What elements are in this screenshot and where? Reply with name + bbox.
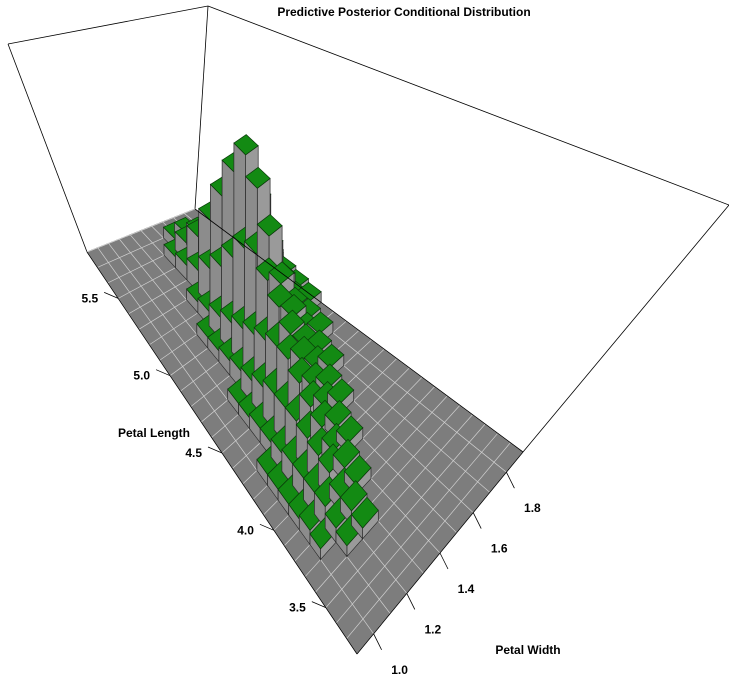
box-edge [7, 43, 88, 253]
x-tick [406, 593, 416, 610]
y-tick-label: 4.5 [185, 446, 202, 460]
x-tick [373, 633, 382, 650]
bar-top [340, 480, 368, 512]
y-tick-label: 4.0 [237, 523, 254, 537]
floor-grid-line [325, 423, 486, 608]
box-edge [522, 204, 729, 453]
floor-grid-line [315, 414, 473, 593]
axis-ticks: 3.5 4.0 4.5 5.0 5.5 1.0 1.2 1.4 1.6 1.8 [82, 291, 542, 676]
bars-group [162, 134, 379, 561]
x-tick [472, 512, 482, 529]
floor-grid-line [346, 442, 511, 639]
bar-top [344, 454, 372, 485]
bar [351, 496, 379, 540]
x-tick [506, 472, 515, 489]
x-tick-label: 1.6 [491, 542, 508, 556]
y-tick [155, 369, 171, 377]
bar-top [280, 294, 307, 318]
x-tick-label: 1.0 [391, 663, 408, 677]
y-tick [259, 523, 275, 531]
y-tick-label: 5.5 [82, 291, 99, 305]
box-edge [7, 5, 209, 45]
bar-top [336, 415, 364, 444]
y-tick [103, 292, 119, 299]
bar-top [245, 166, 271, 189]
x-tick-label: 1.2 [424, 622, 441, 636]
x-axis-label: Petal Width [495, 643, 560, 657]
bar-top [278, 309, 305, 335]
y-axis-label: Petal Length [118, 426, 190, 440]
bar-top [332, 438, 360, 469]
bar-top [351, 496, 379, 529]
bar-top [315, 363, 343, 390]
bar-top [324, 400, 352, 428]
bar-top [317, 343, 345, 369]
floor-grid-line [335, 433, 499, 624]
bar-top [306, 311, 334, 335]
floor-grid-line [86, 208, 196, 253]
box-edge [194, 5, 209, 210]
y-tick [311, 601, 327, 608]
y-tick-label: 3.5 [289, 601, 306, 615]
bar-top [233, 134, 259, 156]
x-tick-label: 1.4 [458, 582, 475, 596]
box-edge [207, 5, 729, 206]
x-tick [439, 552, 449, 570]
box-edge [194, 208, 524, 453]
y-tick-label: 5.0 [133, 369, 150, 383]
y-tick [207, 446, 223, 454]
x-tick-label: 1.8 [524, 501, 541, 515]
bounding-box-back [7, 5, 729, 253]
bar-top [327, 378, 355, 405]
chart-title: Predictive Posterior Conditional Distrib… [277, 5, 530, 19]
bar-top [256, 214, 283, 237]
